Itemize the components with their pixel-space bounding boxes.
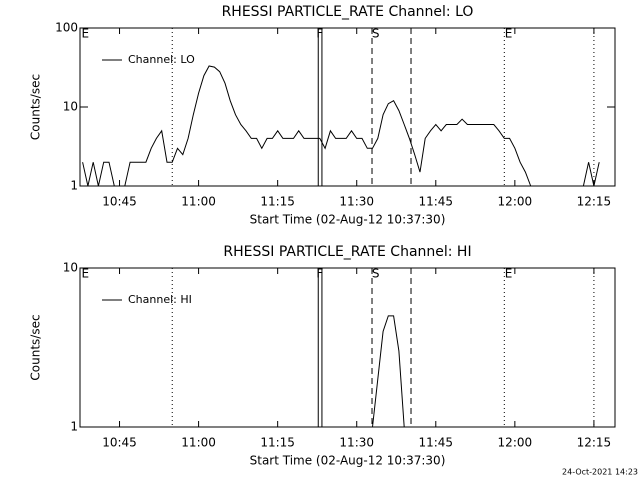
data-line [82,65,600,187]
legend-label: Channel: HI [128,293,192,306]
x-tick-label: 12:00 [498,436,533,450]
plot-frame [79,267,616,428]
x-tick-label: 10:45 [102,436,137,450]
x-tick-label: 11:45 [418,195,453,209]
x-axis-label: Start Time (02-Aug-12 10:37:30) [250,454,446,468]
x-tick-label: 11:45 [418,436,453,450]
x-tick-label: 10:45 [102,195,137,209]
y-tick-label: 1 [70,420,78,434]
x-tick-label: 11:30 [339,195,374,209]
y-tick-label: 100 [55,21,78,35]
chart-title: RHESSI PARTICLE_RATE Channel: HI [223,244,471,260]
x-tick-label: 11:00 [181,195,216,209]
event-label: F [316,267,323,281]
event-label: S [372,267,380,281]
x-tick-label: 12:15 [577,436,612,450]
x-axis-label: Start Time (02-Aug-12 10:37:30) [250,213,446,227]
event-label: S [372,27,380,41]
event-label: E [81,27,89,41]
x-tick-label: 12:15 [577,195,612,209]
event-label: E [505,27,513,41]
chart-title: RHESSI PARTICLE_RATE Channel: LO [222,4,474,20]
event-label: E [505,267,513,281]
event-label: F [316,27,323,41]
x-tick-label: 12:00 [498,195,533,209]
y-axis-label: Counts/sec [29,314,43,380]
legend-label: Channel: LO [128,53,195,66]
data-line [372,315,405,428]
y-tick-label: 1 [70,179,78,193]
x-tick-label: 11:15 [260,436,295,450]
event-label: E [81,267,89,281]
y-axis-label: Counts/sec [29,74,43,140]
y-tick-label: 10 [63,100,78,114]
x-tick-label: 11:15 [260,195,295,209]
y-tick-label: 10 [63,261,78,275]
x-tick-label: 11:00 [181,436,216,450]
x-tick-label: 11:30 [339,436,374,450]
footer: 24-Oct-2021 14:23 [562,468,638,477]
